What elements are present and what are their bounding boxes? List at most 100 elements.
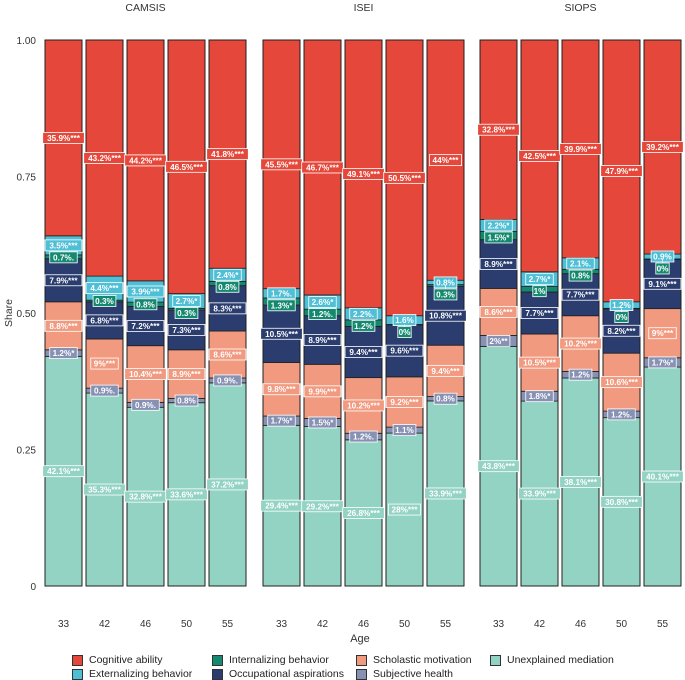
bar-outline: [85, 39, 124, 587]
data-label-scholastic: 9%***: [652, 329, 674, 338]
data-label-box-cognitive: [206, 148, 249, 161]
data-label-internalizing: 0.8%: [136, 300, 155, 309]
data-label-unexplained: 28%***: [392, 506, 419, 515]
data-label-externalizing: 2.6%*: [312, 298, 335, 307]
data-label-unexplained: 29.4%***: [265, 502, 299, 511]
data-label-box-occupational: [520, 307, 559, 319]
x-tick-label: 55: [657, 619, 669, 630]
data-label-box-scholastic: [600, 376, 643, 389]
data-label-box-subjective: [308, 416, 337, 429]
data-label-scholastic: 8.9%***: [172, 370, 201, 379]
legend-swatch-scholastic: [356, 654, 367, 666]
data-label-box-occupational: [344, 346, 383, 358]
data-label-box-scholastic: [303, 385, 342, 398]
data-label-subjective: 1.7%*: [652, 358, 675, 367]
data-label-box-unexplained: [342, 507, 385, 519]
data-label-subjective: 1.8%*: [529, 392, 552, 401]
data-label-box-subjective: [131, 398, 160, 411]
data-label-externalizing: 2.1%.: [570, 260, 591, 269]
data-label-cognitive: 39.2%***: [646, 143, 680, 152]
data-label-box-unexplained: [42, 465, 85, 478]
data-label-cognitive: 50.5%***: [388, 174, 422, 183]
data-label-internalizing: 0%: [616, 313, 629, 322]
bar-outline: [262, 39, 301, 587]
bar-outline: [344, 39, 383, 587]
bar-outline: [44, 39, 83, 587]
data-label-cognitive: 49.1%***: [347, 170, 381, 179]
data-label-cognitive: 35.9%***: [47, 134, 81, 143]
data-label-box-occupational: [44, 274, 83, 287]
data-label-externalizing: 2.4%*: [217, 271, 240, 280]
data-label-unexplained: 43.8%***: [482, 462, 516, 471]
data-label-subjective: 1.5%*: [312, 418, 335, 427]
data-label-unexplained: 33.6%***: [170, 490, 204, 499]
panel-title: CAMSIS: [125, 2, 165, 14]
data-label-scholastic: 9.9%***: [308, 387, 337, 396]
x-tick-label: 33: [276, 619, 288, 630]
y-tick-label: 0.25: [17, 446, 37, 457]
data-label-box-internalizing: [308, 308, 337, 320]
data-label-unexplained: 37.2%***: [211, 480, 245, 489]
bar-outline: [561, 39, 600, 587]
data-label-scholastic: 10.2%***: [564, 340, 598, 349]
legend-item-unexplained: Unexplained mediation: [490, 654, 614, 666]
data-label-internalizing: 0.8%: [571, 272, 590, 281]
data-label-cognitive: 32.8%***: [482, 126, 516, 135]
data-label-internalizing: 0.8%: [218, 283, 237, 292]
data-label-scholastic: 10.2%***: [347, 401, 381, 410]
data-label-box-subjective: [433, 392, 458, 405]
data-label-box-unexplained: [518, 487, 561, 500]
data-label-box-unexplained: [559, 476, 602, 488]
data-label-box-internalizing: [568, 269, 593, 282]
data-label-box-subjective: [607, 408, 636, 421]
chart-svg: 0 0.25 0.50 0.75 1.00 Share CAMSIS 35.9%*** 3.5%…: [3, 2, 684, 645]
data-label-scholastic: 9.2%***: [390, 398, 419, 407]
data-label-box-subjective: [392, 424, 417, 437]
data-label-subjective: 1.1%: [395, 426, 414, 435]
data-label-box-occupational: [424, 309, 467, 322]
y-tick-label: 0.75: [17, 173, 37, 184]
data-label-internalizing: 1%: [534, 287, 547, 296]
legend-item-subjective: Subjective health: [356, 668, 453, 680]
data-label-box-subjective: [648, 356, 677, 369]
data-label-scholastic: 9.8%***: [267, 385, 296, 394]
legend-label-cognitive: Cognitive ability: [89, 654, 163, 666]
data-label-unexplained: 40.1%***: [646, 473, 680, 482]
data-label-internalizing: 0.3%: [436, 290, 455, 299]
data-label-unexplained: 33.9%***: [429, 489, 463, 498]
data-label-box-scholastic: [479, 306, 518, 318]
data-label-box-externalizing: [267, 287, 296, 300]
x-tick-label: 50: [181, 619, 193, 630]
panel-title: SIOPS: [564, 2, 596, 14]
data-label-externalizing: 1.2%: [612, 301, 631, 310]
y-tick-label: 0.50: [17, 309, 37, 320]
data-label-occupational: 9.4%***: [349, 348, 378, 357]
data-label-box-cognitive: [124, 154, 167, 167]
data-label-box-cognitive: [383, 171, 426, 184]
data-label-cognitive: 45.5%***: [265, 160, 299, 169]
data-label-box-unexplained: [165, 488, 208, 501]
legend-label-externalizing: Externalizing behavior: [89, 668, 193, 680]
data-label-box-externalizing: [85, 282, 124, 295]
legend-swatch-unexplained: [490, 654, 501, 666]
data-label-unexplained: 30.8%***: [605, 498, 639, 507]
data-label-box-externalizing: [126, 285, 165, 298]
x-tick-label: 33: [493, 619, 505, 630]
data-label-scholastic: 8.6%***: [484, 308, 513, 317]
data-label-cognitive: 44.2%***: [129, 156, 163, 165]
data-label-box-scholastic: [342, 399, 385, 412]
data-label-occupational: 7.7%***: [566, 291, 595, 300]
legend-swatch-cognitive: [72, 654, 83, 666]
data-label-externalizing: 1.7%.: [271, 289, 292, 298]
x-tick-label: 50: [399, 619, 411, 630]
legend-label-occupational: Occupational aspirations: [229, 668, 344, 680]
data-label-box-occupational: [479, 258, 518, 270]
legend-label-scholastic: Scholastic motivation: [373, 654, 472, 666]
data-label-cognitive: 47.9%***: [605, 167, 639, 176]
data-label-externalizing: 0.9%: [653, 252, 672, 261]
data-label-box-internalizing: [49, 251, 78, 264]
x-tick-label: 42: [99, 619, 111, 630]
data-label-unexplained: 26.8%***: [347, 509, 381, 518]
data-label-box-externalizing: [566, 257, 595, 270]
